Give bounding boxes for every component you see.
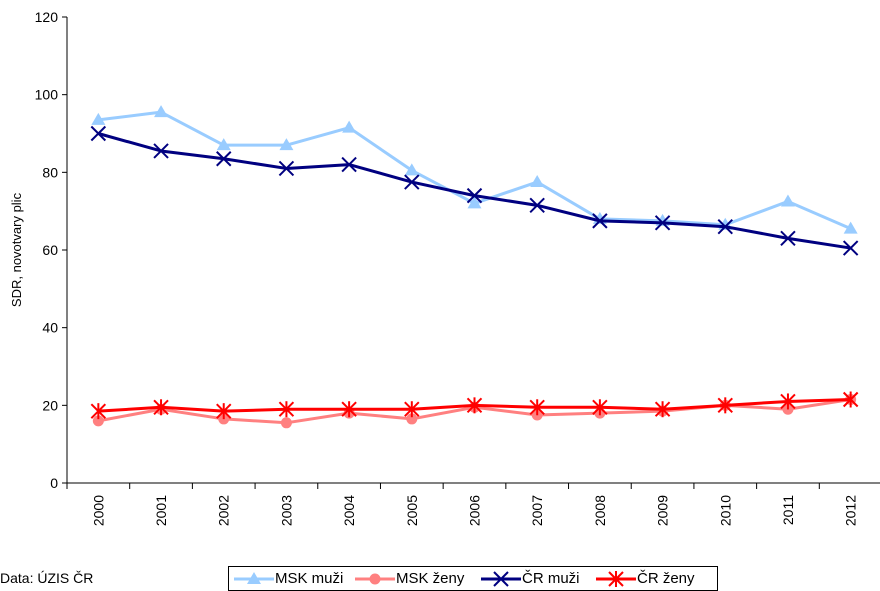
data-point-triangle: [530, 175, 545, 188]
x-tick-label: 2009: [655, 495, 671, 526]
data-point-star: [216, 403, 232, 420]
x-tick-label: 2010: [717, 495, 733, 526]
data-point-star: [90, 403, 107, 420]
marker-stroke: [529, 197, 545, 214]
marker-stroke: [842, 240, 859, 256]
marker-stroke: [466, 187, 483, 204]
data-point-x: [717, 218, 733, 235]
x-tick-label: 2007: [529, 495, 545, 526]
data-point-x: [153, 143, 169, 159]
x-tick-label: 2006: [467, 495, 483, 526]
legend-label: ČR muži: [522, 570, 580, 587]
legend-marker-triangle-icon: [234, 571, 274, 584]
legend-marker-star-icon: [596, 570, 636, 587]
x-tick-label: 2000: [90, 495, 106, 526]
marker-stroke: [592, 213, 608, 229]
data-point-circle: [406, 413, 418, 425]
data-point-x: [529, 197, 545, 214]
data-point-triangle: [154, 105, 169, 118]
data-point-x: [466, 187, 483, 204]
y-tick-label: 40: [42, 320, 58, 336]
y-tick-label: 0: [50, 475, 58, 491]
legend-item-msk-muzi: MSK muži: [233, 567, 343, 590]
data-point-x: [278, 160, 295, 177]
marker-stroke: [278, 160, 295, 177]
marker-stroke: [216, 151, 232, 167]
data-point-star: [780, 393, 796, 410]
legend-label: ČR ženy: [637, 570, 695, 587]
line-chart: 0 20 40 60 80 100 120 2000 2001 2002 2003 2004 2005…: [9, 9, 880, 526]
x-tick-label: 2004: [341, 495, 357, 526]
x-tick-label: 2003: [278, 495, 294, 526]
data-point-triangle: [91, 112, 106, 125]
x-tick-label: 2008: [592, 495, 608, 526]
data-point-star: [278, 401, 295, 418]
data-point-star: [717, 397, 733, 414]
x-tick-label: 2011: [780, 495, 796, 525]
data-point-triangle: [216, 138, 231, 151]
y-tick-label: 80: [42, 164, 58, 180]
x-tick-label: 2012: [843, 495, 859, 526]
data-point-star: [529, 399, 545, 416]
data-point-star: [842, 391, 859, 408]
y-axis-label: SDR, novotvary plic: [9, 192, 24, 307]
legend-item-cr-muzi: ČR muži: [480, 567, 580, 590]
legend-marker-circle-icon: [355, 573, 395, 584]
data-point-x: [90, 125, 107, 142]
data-point-x: [780, 230, 796, 247]
data-point-star: [466, 397, 483, 414]
series-0: [91, 105, 858, 234]
data-point-circle: [280, 417, 292, 429]
x-axis-ticks: 2000 2001 2002 2003 2004 2005 2006 2007 2008 2009…: [66, 483, 859, 526]
x-tick-label: 2005: [404, 495, 420, 526]
marker-stroke: [654, 215, 671, 231]
data-point-triangle: [342, 120, 357, 133]
data-point-triangle: [780, 194, 795, 207]
marker-stroke: [341, 156, 357, 173]
legend-item-cr-zeny: ČR ženy: [595, 567, 695, 590]
data-point-x: [654, 215, 671, 231]
series-group: [90, 105, 859, 429]
legend-label: MSK ženy: [396, 570, 465, 587]
data-point-star: [153, 399, 169, 416]
marker-stroke: [717, 218, 733, 235]
y-tick-label: 20: [42, 397, 58, 413]
legend-marker-x-icon: [481, 570, 521, 587]
y-tick-label: 120: [35, 9, 59, 25]
legend: MSK muži MSK ženy ČR muži ČR ženy: [228, 566, 718, 591]
y-tick-label: 100: [35, 87, 59, 103]
series-2: [90, 125, 859, 256]
marker-stroke: [153, 143, 169, 159]
marker-stroke: [780, 230, 796, 247]
legend-item-msk-zeny: MSK ženy: [354, 567, 464, 590]
data-point-star: [654, 401, 671, 418]
x-tick-label: 2002: [216, 495, 232, 526]
data-point-x: [404, 174, 420, 190]
source-note: Data: ÚZIS ČR: [0, 570, 94, 586]
data-point-circle: [92, 415, 104, 427]
data-point-triangle: [279, 138, 294, 151]
data-point-x: [216, 151, 232, 167]
marker-stroke: [90, 125, 107, 142]
series-line: [97, 132, 851, 250]
data-point-star: [341, 401, 357, 418]
series-3: [90, 391, 859, 420]
data-point-x: [341, 156, 357, 173]
x-tick-label: 2001: [153, 495, 169, 526]
legend-label: MSK muži: [275, 570, 344, 587]
y-tick-label: 60: [42, 242, 58, 258]
data-point-x: [592, 213, 608, 229]
data-point-triangle: [467, 196, 482, 209]
marker-stroke: [404, 174, 420, 190]
y-axis-ticks: 0 20 40 60 80 100 120: [35, 9, 67, 491]
data-point-star: [592, 399, 608, 416]
data-point-star: [404, 401, 420, 418]
data-point-x: [842, 240, 859, 256]
series-line: [98, 110, 852, 231]
data-point-triangle: [843, 221, 858, 234]
data-point-triangle: [404, 163, 419, 176]
